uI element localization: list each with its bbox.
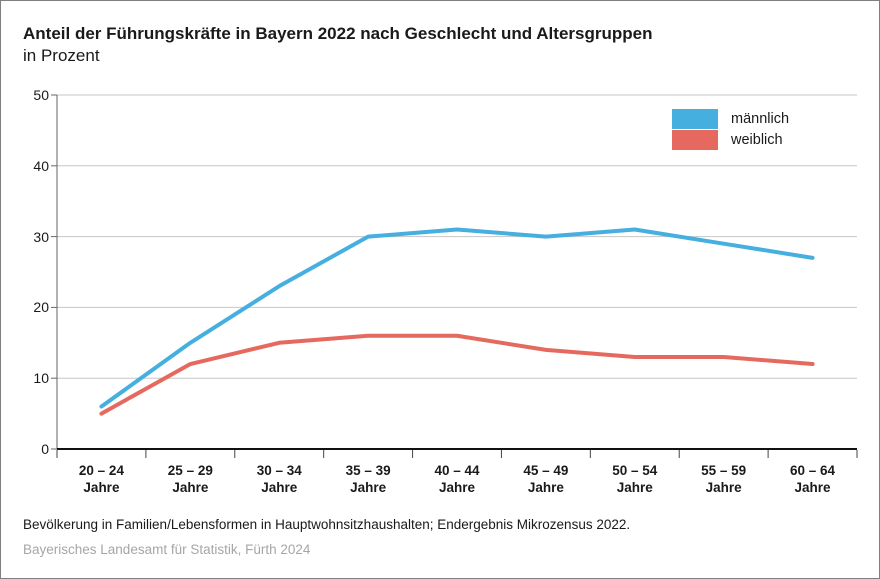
y-tick-label-30: 30 (33, 228, 49, 245)
legend: männlich weiblich (672, 109, 789, 151)
y-tick-label-10: 10 (33, 370, 49, 387)
x-axis-label-unit: Jahre (705, 480, 742, 495)
x-axis-label: 50 – 54 Jahre (590, 462, 680, 496)
x-axis-label-range: 40 – 44 (434, 463, 480, 478)
x-axis-label-unit: Jahre (83, 480, 120, 495)
x-axis-label-unit: Jahre (438, 480, 476, 495)
x-axis-label-range: 25 – 29 (167, 463, 213, 478)
chart-title: Anteil der Führungskräfte in Bayern 2022… (23, 24, 653, 43)
chart-subtitle: in Prozent (23, 46, 100, 65)
x-axis-label-range: 20 – 24 (78, 463, 124, 478)
legend-label-weiblich: weiblich (731, 132, 783, 148)
x-axis-label-unit: Jahre (350, 480, 387, 495)
x-axis-label: 25 – 29 Jahre (145, 462, 235, 496)
x-axis-label: 55 – 59 Jahre (679, 462, 769, 496)
x-axis-label: 30 – 34 Jahre (234, 462, 324, 496)
x-axis-label: 20 – 24 Jahre (56, 462, 146, 496)
x-axis-label: 35 – 39 Jahre (323, 462, 413, 496)
legend-row-männlich: männlich (672, 109, 789, 129)
x-axis-label-unit: Jahre (616, 480, 653, 495)
y-tick-label-0: 0 (41, 441, 49, 457)
x-axis-label-range: 50 – 54 (612, 463, 658, 478)
title-block: Anteil der Führungskräfte in Bayern 2022… (23, 23, 652, 67)
x-axis-label-unit: Jahre (527, 480, 564, 495)
x-axis-label-range: 60 – 64 (790, 463, 836, 478)
legend-swatch-weiblich (672, 130, 718, 150)
x-axis-label-range: 30 – 34 (256, 463, 302, 478)
x-axis-label: 45 – 49 Jahre (501, 462, 591, 496)
legend-swatch-männlich (672, 109, 718, 129)
legend-row-weiblich: weiblich (672, 130, 789, 150)
y-tick-label-40: 40 (33, 157, 49, 174)
x-axis-label-unit: Jahre (172, 480, 209, 495)
legend-label-männlich: männlich (731, 111, 790, 127)
x-axis-label-unit: Jahre (794, 480, 831, 495)
y-tick-label-20: 20 (33, 299, 49, 316)
y-tick-label-50: 50 (33, 87, 49, 103)
x-axis-label-unit: Jahre (261, 480, 298, 495)
series-line-weiblich (99, 333, 815, 416)
x-axis-label-range: 45 – 49 (523, 463, 569, 478)
x-axis-label: 60 – 64 Jahre (768, 462, 858, 496)
x-axis-label-range: 35 – 39 (345, 463, 391, 478)
footer-publisher-note: Bayerisches Landesamt für Statistik, Für… (23, 542, 311, 557)
footer-source-note: Bevölkerung in Familien/Lebensformen in … (23, 517, 631, 532)
x-axis-label: 40 – 44 Jahre (412, 462, 502, 496)
series-line-männlich (99, 227, 815, 409)
x-axis-label-range: 55 – 59 (701, 463, 747, 478)
